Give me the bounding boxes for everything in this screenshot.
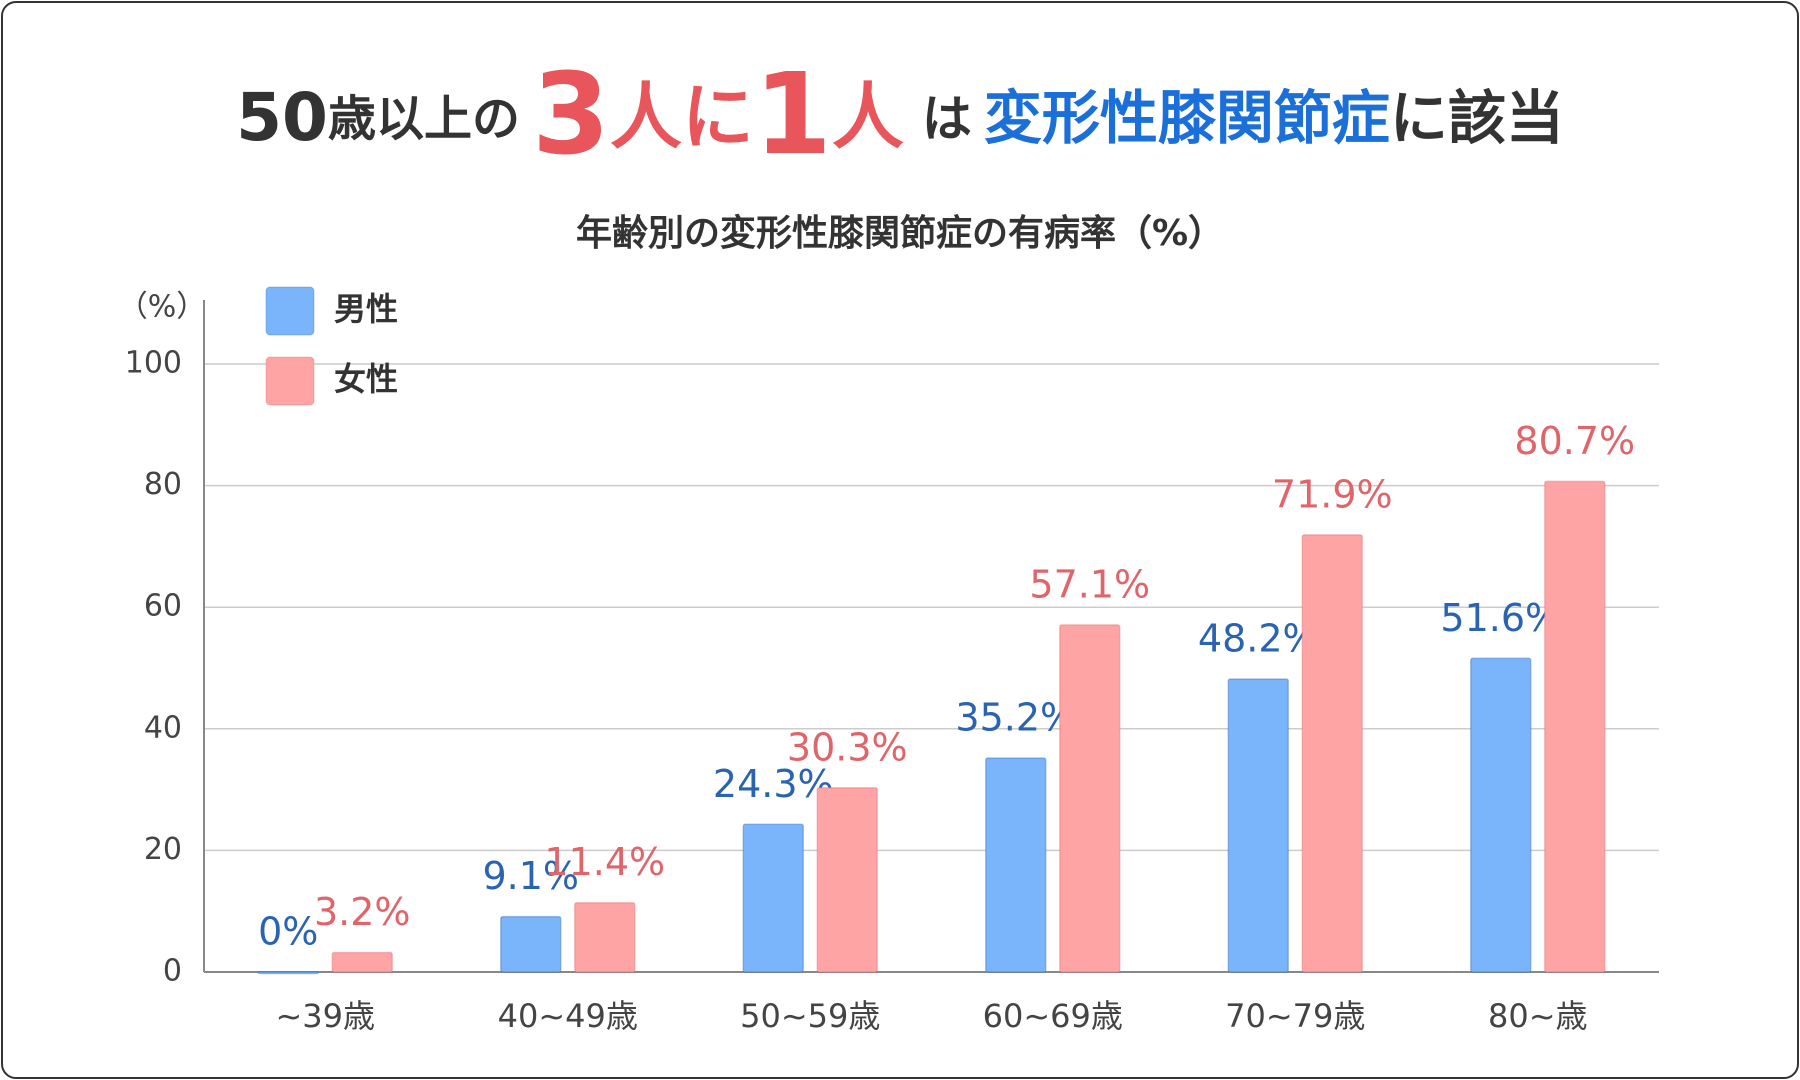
value-label: 57.1% — [1029, 562, 1150, 606]
value-label: 11.4% — [544, 840, 665, 884]
bar — [1470, 657, 1532, 973]
headline-part: 3 — [532, 50, 610, 180]
value-label: 24.3% — [713, 762, 834, 806]
y-tick-label: 60 — [144, 589, 182, 624]
y-axis-label: （%） — [118, 290, 207, 325]
bar — [1227, 678, 1289, 973]
bar — [500, 915, 562, 973]
bar — [742, 823, 804, 973]
bar — [257, 971, 319, 975]
x-tick-label: 60~69歳 — [983, 997, 1123, 1035]
x-tick-label: 50~59歳 — [740, 997, 880, 1035]
headline-part: 変形性膝関節症 — [984, 84, 1390, 152]
headline-part: に該当 — [1390, 84, 1564, 152]
legend-swatch — [265, 286, 315, 336]
bar — [1059, 624, 1121, 973]
legend-label: 男性 — [334, 290, 398, 328]
headline-part: は — [922, 90, 972, 148]
bar — [816, 787, 878, 973]
bar — [331, 951, 393, 973]
value-label: 0% — [258, 910, 318, 954]
x-tick-label: 40~49歳 — [498, 997, 638, 1035]
x-tick-label: 80~歳 — [1488, 997, 1588, 1035]
y-tick-label: 100 — [125, 346, 182, 381]
chart-title: 年齢別の変形性膝関節症の有病率（%） — [576, 212, 1224, 254]
value-label: 48.2% — [1198, 616, 1319, 660]
x-tick-label: ~39歳 — [275, 997, 375, 1035]
value-label: 80.7% — [1514, 419, 1635, 463]
value-label: 30.3% — [787, 725, 908, 769]
value-label: 35.2% — [955, 695, 1076, 739]
y-tick-label: 80 — [144, 467, 182, 502]
x-tick-label: 70~79歳 — [1225, 997, 1365, 1035]
headline-part: 人 — [832, 75, 904, 159]
legend-label: 女性 — [334, 360, 398, 398]
value-label: 51.6% — [1440, 596, 1561, 640]
bar — [1544, 480, 1606, 973]
value-label: 71.9% — [1272, 472, 1393, 516]
bar — [574, 901, 636, 973]
y-tick-label: 40 — [144, 710, 182, 745]
value-label: 3.2% — [314, 890, 411, 934]
bar — [985, 757, 1047, 973]
value-label: 9.1% — [482, 854, 579, 898]
y-tick-label: 0 — [163, 954, 182, 989]
headline-part: 人に — [610, 75, 754, 159]
headline-part: 1 — [754, 50, 832, 180]
y-tick-label: 20 — [144, 832, 182, 867]
bar — [1301, 534, 1363, 973]
legend-swatch — [265, 356, 315, 406]
headline-part: 歳以上の — [328, 91, 520, 147]
headline-part: 50 — [236, 79, 328, 156]
headline: 50歳以上の 3人に1人は変形性膝関節症に該当 — [236, 50, 1564, 180]
